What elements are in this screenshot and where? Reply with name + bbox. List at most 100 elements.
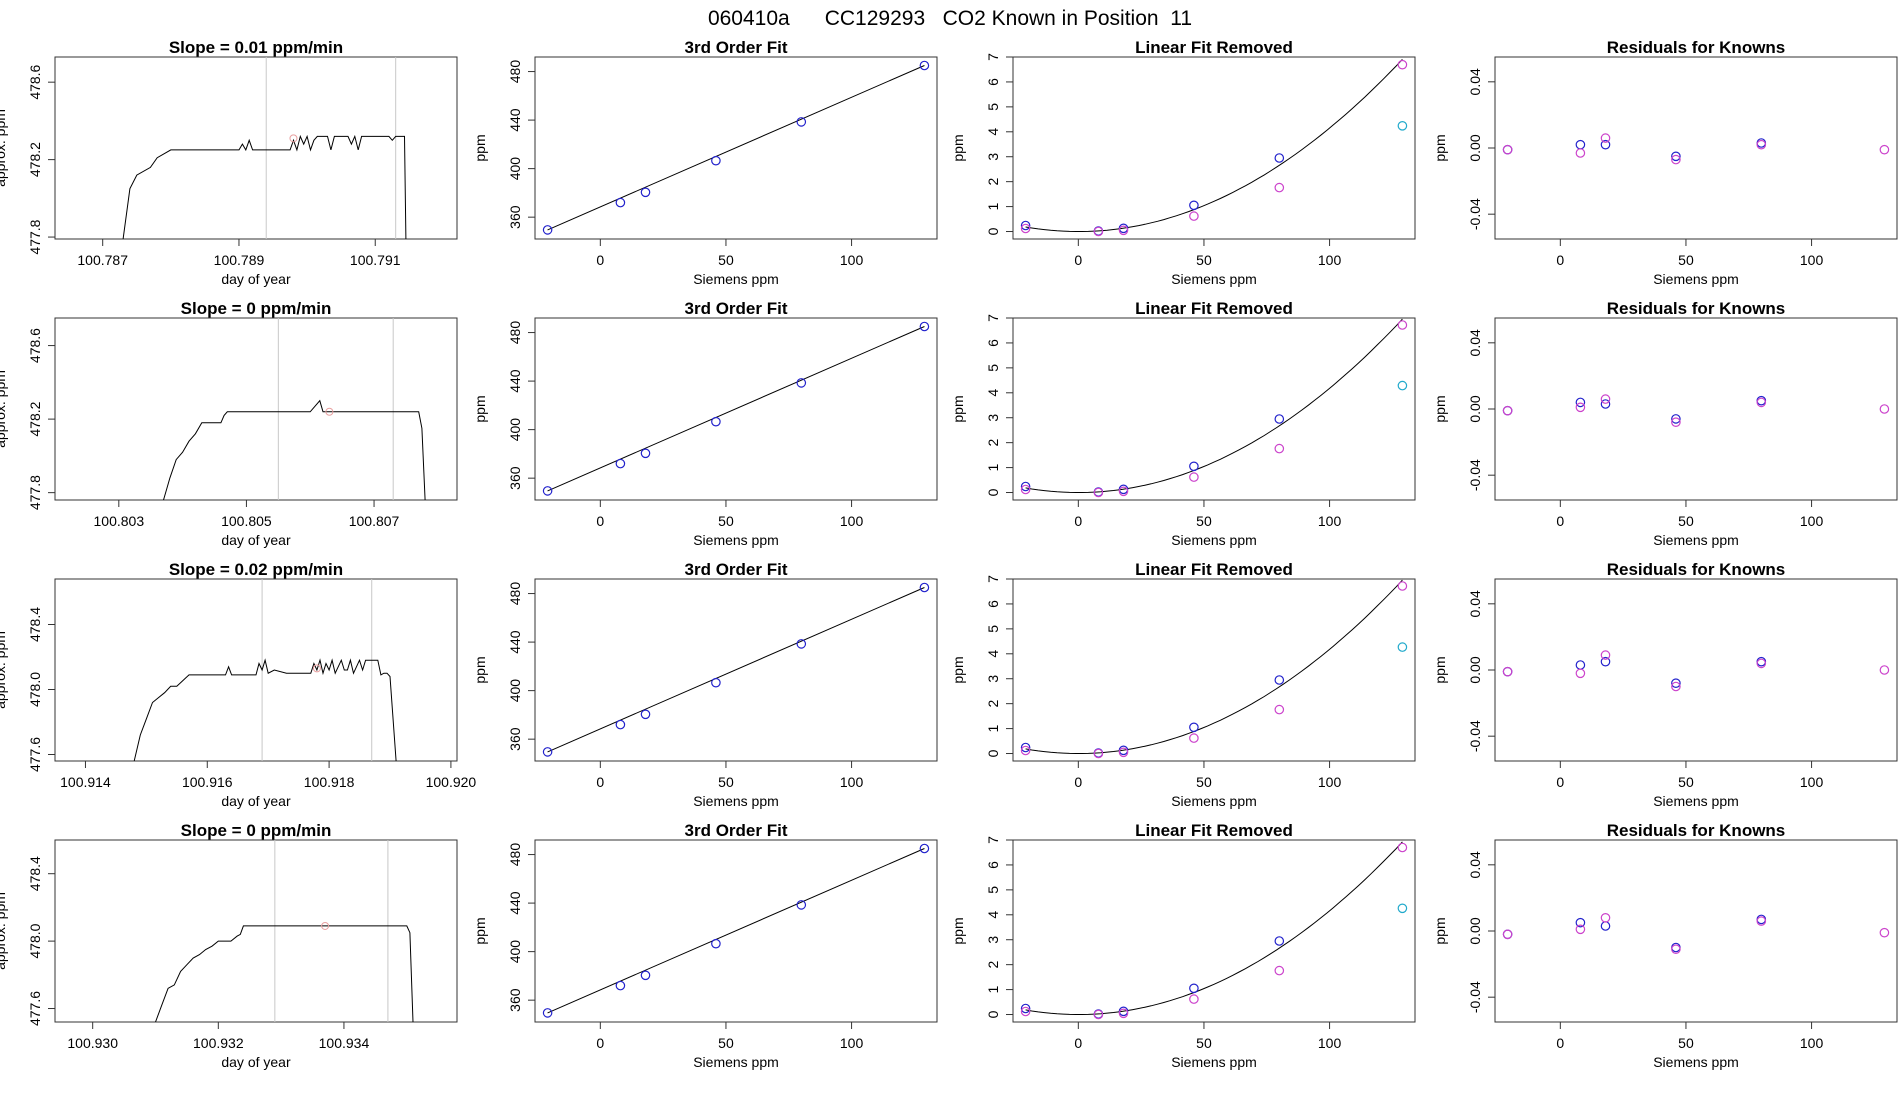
- y-tick-label: 477.8: [27, 475, 43, 510]
- x-tick-label: 0: [1074, 1035, 1082, 1051]
- mean-marker: [321, 921, 330, 930]
- mean-marker: [312, 664, 321, 673]
- y-axis-label: ppm: [950, 134, 966, 161]
- y-tick-label: 6: [985, 78, 1001, 86]
- y-tick-label: 5: [985, 886, 1001, 894]
- fit-point: [711, 155, 721, 166]
- x-tick-label: 0: [1556, 513, 1564, 529]
- residual-point-magenta: [1756, 139, 1767, 150]
- residual-point-magenta: [1879, 665, 1890, 675]
- panel-title: Residuals for Knowns: [1607, 38, 1786, 57]
- y-axis-label: approx. ppm: [0, 370, 8, 448]
- x-axis-label: Siemens ppm: [693, 793, 779, 809]
- fit-point: [711, 416, 721, 427]
- residual-point-magenta: [1575, 402, 1586, 413]
- y-tick-label: 478.4: [27, 856, 43, 891]
- panel-resid-row-3: Residuals for Knowns Siemens ppm ppm 0 50 100…: [1432, 560, 1898, 809]
- residual-point-magenta: [1671, 681, 1681, 692]
- y-tick-label: 0: [985, 749, 1001, 757]
- x-tick-label: 0: [1556, 774, 1564, 790]
- x-tick-label: 100.932: [193, 1035, 244, 1051]
- x-tick-label: 100.916: [182, 774, 233, 790]
- residual-point-magenta: [1502, 405, 1513, 416]
- x-tick-label: 0: [1074, 513, 1082, 529]
- fit-point: [640, 709, 651, 720]
- x-axis-label: day of year: [221, 271, 291, 287]
- y-tick-label: 7: [985, 53, 1001, 61]
- plot-frame: [534, 56, 938, 240]
- panel-title: 3rd Order Fit: [685, 821, 788, 840]
- residual-point-blue: [1600, 921, 1611, 931]
- plot-area: [1502, 133, 1890, 165]
- panel-fit-row-4: 3rd Order Fit Siemens ppm ppm 0 50 100 360 400 4…: [472, 821, 938, 1070]
- residual-point-magenta: [1502, 144, 1513, 155]
- point-blue: [1189, 461, 1199, 472]
- plot-area: [155, 840, 414, 1022]
- panel-resid-row-2: Residuals for Knowns Siemens ppm ppm 0 50 100…: [1432, 299, 1898, 548]
- plot-area: [1020, 58, 1408, 237]
- y-axis-label: approx. ppm: [0, 109, 8, 187]
- figure-title: 060410a CC129293 CO2 Known in Position 1…: [708, 7, 1192, 30]
- y-tick-label: 6: [985, 600, 1001, 608]
- x-tick-label: 100: [1318, 1035, 1342, 1051]
- y-tick-label: 480: [507, 843, 523, 867]
- x-tick-label: 50: [1678, 252, 1694, 268]
- y-tick-label: 2: [985, 700, 1001, 708]
- x-tick-label: 100.789: [214, 252, 265, 268]
- plot-area: [1502, 912, 1890, 954]
- y-tick-label: 478.2: [27, 142, 43, 177]
- point-blue: [1189, 200, 1199, 211]
- point-magenta: [1020, 1006, 1031, 1017]
- panel-title: Linear Fit Removed: [1135, 299, 1293, 318]
- panel-title: Residuals for Knowns: [1607, 299, 1786, 318]
- x-tick-label: 0: [596, 1035, 604, 1051]
- y-axis-label: ppm: [472, 917, 488, 944]
- residual-point-blue: [1671, 414, 1681, 424]
- x-axis-label: Siemens ppm: [1653, 271, 1739, 287]
- x-tick-label: 50: [1196, 774, 1212, 790]
- residual-point-magenta: [1879, 144, 1890, 155]
- plot-frame: [1012, 317, 1416, 501]
- x-tick-label: 100: [1800, 1035, 1824, 1051]
- residual-point-blue: [1600, 399, 1611, 409]
- residual-point-magenta: [1502, 929, 1513, 940]
- point-magenta: [1274, 182, 1285, 193]
- y-tick-label: 360: [507, 727, 523, 751]
- panel-slope-row-3: Slope = 0.02 ppm/min day of year approx. p…: [0, 560, 476, 809]
- point-magenta: [1118, 747, 1129, 758]
- y-tick-label: 480: [507, 60, 523, 84]
- fit-point: [615, 719, 626, 730]
- point-cyan: [1397, 903, 1408, 914]
- x-axis-label: Siemens ppm: [693, 1054, 779, 1070]
- fit-point: [796, 900, 807, 910]
- y-tick-label: -0.04: [1467, 459, 1483, 491]
- x-axis-label: Siemens ppm: [1653, 793, 1739, 809]
- fit-point: [615, 197, 626, 208]
- x-tick-label: 100: [840, 1035, 864, 1051]
- y-tick-label: 1: [985, 985, 1001, 993]
- panel-title: 3rd Order Fit: [685, 560, 788, 579]
- x-tick-label: 100: [840, 513, 864, 529]
- y-tick-label: 1: [985, 463, 1001, 471]
- plot-area: [542, 321, 930, 496]
- y-tick-label: 478.0: [27, 672, 43, 707]
- point-magenta: [1020, 745, 1031, 756]
- y-tick-label: 5: [985, 103, 1001, 111]
- plot-frame: [1494, 578, 1898, 762]
- plot-frame: [1012, 578, 1416, 762]
- x-tick-label: 100.934: [319, 1035, 370, 1051]
- panel-title: Residuals for Knowns: [1607, 560, 1786, 579]
- x-tick-label: 0: [1074, 774, 1082, 790]
- plot-area: [542, 843, 930, 1018]
- mean-marker: [325, 407, 334, 416]
- x-axis-label: day of year: [221, 793, 291, 809]
- y-tick-label: 440: [507, 108, 523, 132]
- y-tick-label: 7: [985, 314, 1001, 322]
- point-magenta: [1118, 486, 1129, 497]
- panel-fit-row-2: 3rd Order Fit Siemens ppm ppm 0 50 100 360 400 4…: [472, 299, 938, 548]
- fit-curve: [547, 65, 925, 231]
- panel-title: 3rd Order Fit: [685, 38, 788, 57]
- panel-linfit-row-1: Linear Fit Removed Siemens ppm ppm 0 50 100 0 1…: [950, 38, 1416, 287]
- plot-area: [542, 60, 930, 235]
